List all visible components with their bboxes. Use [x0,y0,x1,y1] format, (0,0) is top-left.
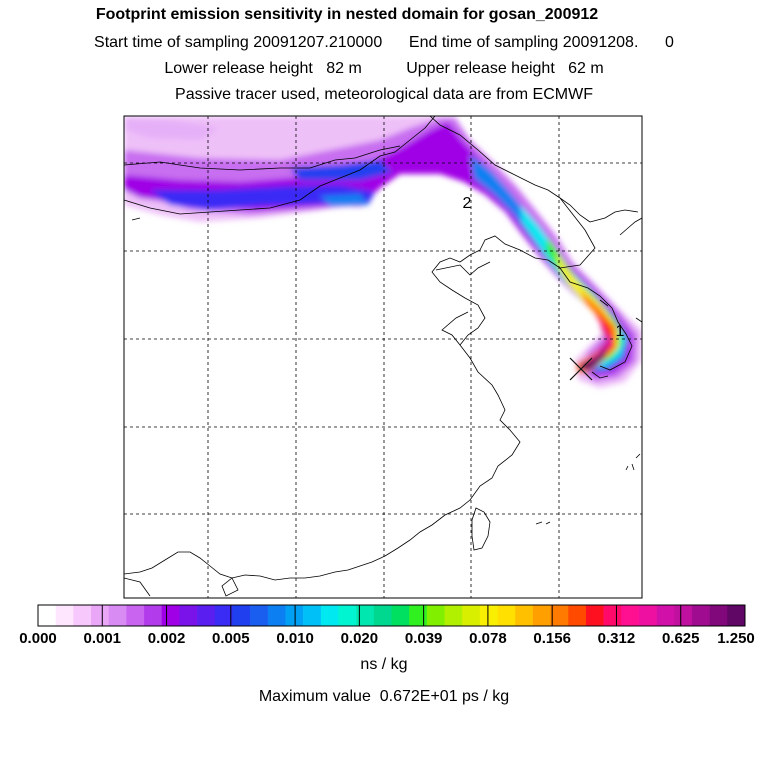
colorbar-bin [285,605,304,626]
colorbar-bin [409,605,428,626]
coastlines [124,116,642,597]
point-label-2: 2 [463,195,472,212]
colorbar-bin [250,605,269,626]
colorbar-bin [444,605,463,626]
colorbar-bin [691,605,710,626]
colorbar-tick-label: 0.020 [341,630,379,647]
map-frame [123,115,643,599]
colorbar-unit: ns / kg [360,656,408,673]
colorbar-tick-label: 0.002 [148,630,186,647]
colorbar-bin [126,605,145,626]
colorbar-bin [656,605,675,626]
colorbar-bin [568,605,587,626]
colorbar-bin [426,605,445,626]
colorbar-bin [303,605,322,626]
map-title: Footprint emission sensitivity in nested… [95,6,599,23]
point-label-1: 1 [616,323,625,340]
maximum-value: Maximum value 0.672E+01 ps / kg [258,688,510,705]
colorbar-tick-label: 0.039 [405,630,443,647]
colorbar-bin [585,605,604,626]
colorbar-tick-label: 0.001 [83,630,121,647]
colorbar-bin [91,605,109,626]
colorbar-bin [197,605,216,626]
colorbar-tick-label: 0.005 [212,630,250,647]
colorbar-bin [638,605,657,626]
colorbar-bin [267,605,286,626]
colorbar-bin [161,605,180,626]
colorbar-tick-label: 0.010 [276,630,314,647]
colorbar-bin [373,605,392,626]
colorbar-bin [320,605,339,626]
colorbar-tick-label: 1.250 [717,630,755,647]
colorbar: 0.000 0.001 0.002 0.005 0.010 0.020 0.039 0.078… [19,604,755,647]
receptor-marker [569,357,593,381]
colorbar-bin [550,605,569,626]
colorbar-bin [55,605,74,626]
colorbar-bin [674,605,693,626]
colorbar-tick-label: 0.156 [533,630,571,647]
colorbar-bin [532,605,551,626]
colorbar-bin [462,605,481,626]
colorbar-bin [144,605,163,626]
colorbar-bin [356,605,375,626]
colorbar-bin [338,605,357,626]
colorbar-bin [603,605,622,626]
plume-layer [124,116,642,388]
colorbar-tick-label: 0.078 [469,630,507,647]
colorbar-bin [515,605,534,626]
colorbar-bin [621,605,640,626]
colorbar-bin [497,605,516,626]
graticule [124,116,642,598]
colorbar-bin [709,605,728,626]
colorbar-bin [479,605,498,626]
colorbar-tick-label: 0.000 [19,630,57,647]
colorbar-bin [391,605,410,626]
sampling-time-line: Start time of sampling 20091207.210000 E… [94,34,674,51]
colorbar-bin [108,605,127,626]
tracer-info-line: Passive tracer used, meteorological data… [175,86,593,103]
colorbar-tick-label: 0.625 [662,630,700,647]
release-height-line: Lower release height 82 m Upper release … [164,60,604,77]
colorbar-bin [179,605,198,626]
colorbar-bin [73,605,92,626]
colorbar-bin [232,605,251,626]
colorbar-bin [38,605,56,626]
colorbar-bin [214,605,233,626]
colorbar-bin [727,605,746,626]
colorbar-tick-label: 0.312 [598,630,636,647]
